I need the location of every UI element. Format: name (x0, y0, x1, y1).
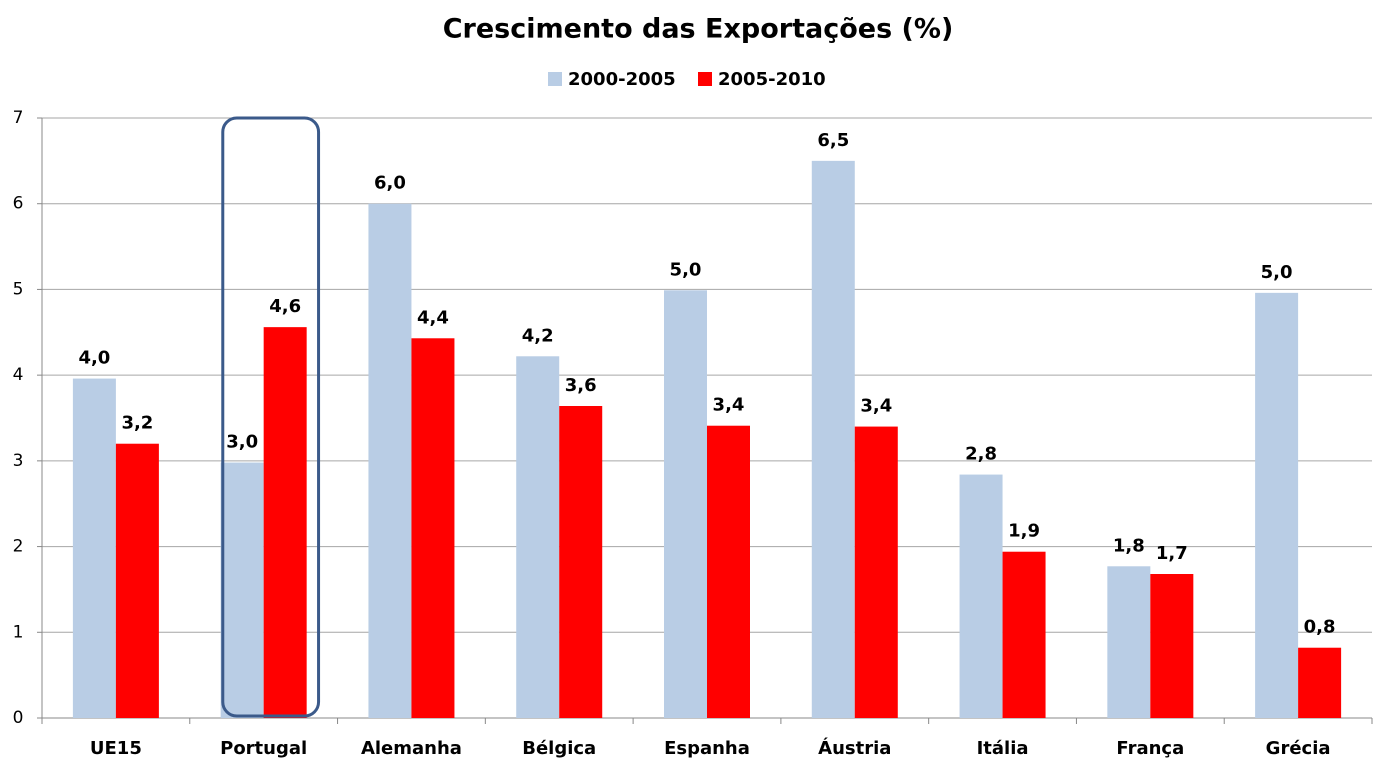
value-label: 1,8 (1113, 535, 1145, 556)
bar (664, 290, 707, 718)
bar (516, 356, 560, 718)
y-tick-label: 5 (13, 279, 24, 299)
x-tick-label: Grécia (1266, 738, 1331, 759)
value-label: 3,4 (860, 396, 892, 417)
bar (368, 203, 412, 718)
value-label: 1,9 (1008, 521, 1040, 542)
value-label: 3,2 (121, 413, 153, 434)
legend-label: 2005-2010 (718, 69, 826, 90)
bar (811, 160, 855, 718)
y-tick-label: 7 (13, 108, 24, 128)
value-label: 3,4 (713, 395, 745, 416)
value-label: 3,6 (565, 375, 597, 396)
x-tick-label: Alemanha (361, 738, 462, 759)
value-label: 4,2 (522, 325, 554, 346)
chart-title: Crescimento das Exportações (%) (443, 14, 954, 45)
bar (220, 462, 264, 718)
x-tick-label: UE15 (90, 738, 142, 759)
bar (1255, 292, 1299, 718)
value-label: 4,6 (269, 296, 301, 317)
y-tick-label: 4 (13, 365, 24, 385)
y-tick-label: 2 (13, 537, 24, 557)
bar (707, 425, 750, 718)
value-label: 0,8 (1304, 617, 1336, 638)
bar (115, 443, 159, 718)
bar (1150, 574, 1194, 718)
bar (72, 378, 116, 718)
legend-swatch (698, 72, 712, 86)
value-label: 1,7 (1156, 543, 1188, 564)
value-label: 5,0 (670, 259, 702, 280)
bar (959, 474, 1003, 718)
y-tick-label: 1 (13, 622, 24, 642)
value-label: 3,0 (226, 432, 258, 453)
highlight-frame (221, 116, 321, 718)
y-tick-label: 6 (13, 194, 24, 214)
x-tick-label: Itália (977, 738, 1029, 759)
bar (854, 426, 898, 718)
value-label: 4,4 (417, 307, 449, 328)
bar (411, 338, 455, 718)
value-label: 6,5 (817, 130, 849, 151)
value-label: 5,0 (1261, 262, 1293, 283)
bar (263, 327, 307, 718)
x-tick-label: França (1116, 738, 1184, 759)
value-label: 6,0 (374, 173, 406, 194)
value-label: 2,8 (965, 444, 997, 465)
y-tick-label: 3 (13, 451, 24, 471)
bar (1107, 566, 1151, 718)
value-label: 4,0 (78, 348, 110, 369)
bar (559, 406, 603, 718)
x-tick-label: Áustria (818, 737, 891, 759)
bar (1002, 551, 1046, 718)
x-tick-label: Portugal (220, 738, 307, 759)
x-tick-label: Bélgica (522, 738, 596, 759)
bar (1298, 647, 1342, 718)
y-tick-label: 0 (13, 708, 24, 728)
legend-label: 2000-2005 (568, 69, 676, 90)
legend-swatch (548, 72, 562, 86)
x-tick-label: Espanha (664, 738, 750, 759)
